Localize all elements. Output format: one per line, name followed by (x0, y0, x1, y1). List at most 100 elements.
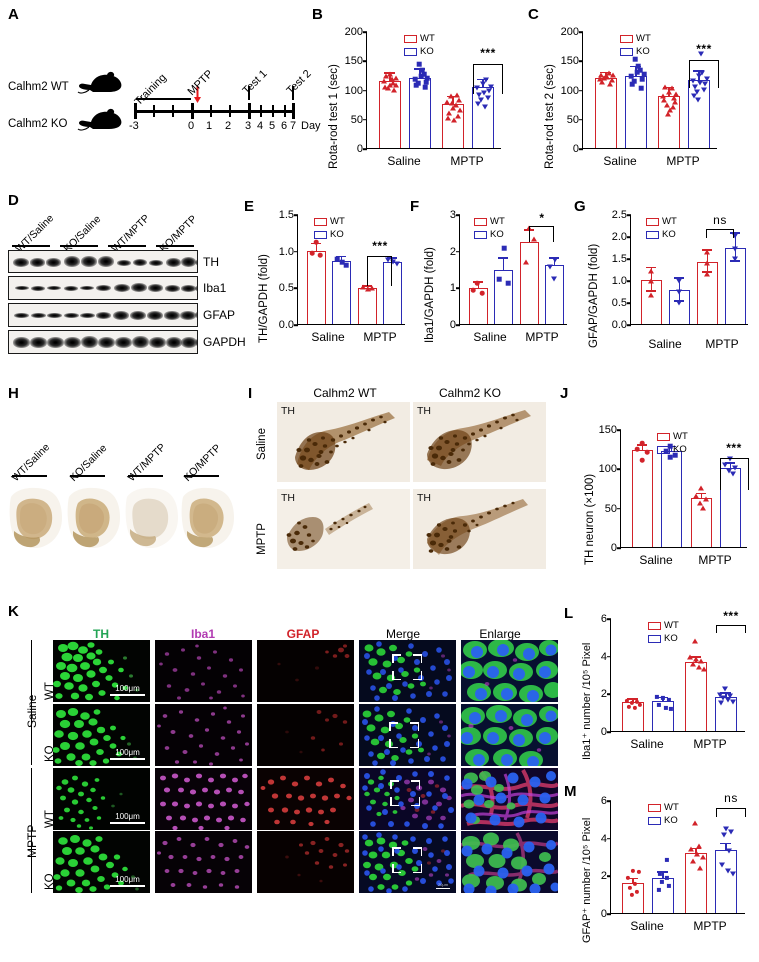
y-tick-label: 100 (344, 84, 363, 97)
data-point (726, 848, 732, 854)
y-tick-label: 0 (600, 908, 607, 920)
data-point (385, 257, 391, 263)
legend-label-wt: WT (664, 620, 679, 631)
error-bar (706, 261, 709, 273)
y-tick-label: 100 (598, 463, 617, 476)
timeline-tick-label: 2 (225, 120, 232, 132)
data-point (690, 661, 696, 667)
if-image-gfap-saline-ko (257, 704, 354, 766)
y-tick-mark (607, 837, 611, 840)
x-category-label: Saline (311, 330, 345, 344)
legend-swatch-ko (646, 230, 659, 239)
data-point (704, 271, 710, 277)
data-point (671, 95, 677, 101)
significance-bracket-l (716, 625, 746, 633)
if-image-enlarge-saline-ko (461, 704, 558, 766)
panel-letter-e: E (244, 198, 255, 215)
data-point (641, 71, 647, 77)
data-point (453, 102, 459, 108)
y-tick-mark (456, 250, 460, 253)
panel-letter-k: K (8, 603, 19, 620)
data-point (696, 73, 702, 79)
chart-panel-c: Rota-rod test 2 (sec) 200 150 100 50 0 (528, 6, 728, 181)
legend-l: WT KO (648, 620, 679, 646)
data-point (444, 99, 450, 105)
data-point (661, 97, 667, 103)
data-point (703, 496, 709, 502)
scale-bar-th: 100μm (110, 813, 145, 824)
y-tick-label: 1.5 (611, 253, 627, 265)
data-point (644, 449, 650, 455)
slice-label-2: WT/MPTP (125, 441, 169, 484)
y-axis-label-f: Iba1/GAPDH (fold) (424, 247, 436, 343)
x-category-label: Saline (630, 737, 664, 751)
legend-label-ko: KO (420, 45, 434, 57)
timeline-axis-line (134, 110, 294, 113)
data-point (610, 72, 616, 78)
x-category-label: MPTP (450, 154, 484, 168)
if-image-th-mptp-wt: 100μm (53, 768, 150, 830)
plot-area-m: 6 4 2 0 (601, 795, 745, 920)
data-point (648, 292, 654, 298)
legend-swatch-wt (474, 217, 487, 226)
y-tick-label: 0 (356, 143, 363, 155)
data-point (636, 869, 642, 875)
error-bar (632, 699, 634, 702)
significance-bracket-e (367, 256, 392, 286)
error-cap (696, 492, 706, 495)
legend-label-wt: WT (662, 216, 677, 227)
data-point (676, 289, 682, 295)
timeline-tick (248, 103, 251, 119)
data-point (694, 89, 700, 95)
data-point (423, 79, 429, 85)
error-bar (695, 849, 697, 854)
significance-label-b: *** (480, 46, 496, 60)
data-point (700, 505, 706, 511)
panel-letter-b: B (312, 6, 323, 23)
data-point (369, 285, 375, 291)
timeline-tick (284, 105, 287, 117)
error-cap (630, 65, 641, 68)
y-tick-label: 0 (610, 542, 617, 554)
data-point (365, 286, 371, 292)
data-point (551, 276, 557, 282)
data-point (416, 61, 422, 67)
data-point (631, 78, 637, 84)
data-point (599, 79, 605, 85)
x-category-label: MPTP (693, 919, 727, 933)
error-bar (734, 233, 737, 248)
saline-group-bracket (31, 640, 33, 765)
data-point (696, 664, 702, 670)
timeline-event-training: Training (132, 71, 169, 108)
error-cap (730, 232, 740, 234)
error-cap (663, 86, 674, 89)
data-point (639, 76, 645, 82)
error-cap (690, 847, 701, 849)
data-point (654, 694, 660, 700)
if-image-enlarge-saline-wt (461, 640, 558, 702)
error-cap (657, 871, 668, 873)
legend-swatch-ko (404, 47, 417, 56)
data-point (478, 97, 484, 103)
if-image-merge-saline-ko (359, 704, 456, 766)
y-tick-label: 0.5 (611, 297, 627, 309)
y-tick-label: 100 (560, 84, 579, 97)
y-tick-mark (363, 31, 367, 33)
x-category-label: MPTP (693, 737, 727, 751)
bar-wt-saline (595, 77, 617, 148)
bar-wt-mptp (685, 853, 707, 913)
data-point (457, 107, 463, 113)
data-point (448, 93, 454, 99)
y-tick-label: 1.5 (278, 209, 294, 221)
x-category-label: Saline (387, 154, 421, 168)
y-tick-label: 0.5 (278, 282, 294, 295)
data-point (638, 85, 644, 91)
x-category-label: MPTP (525, 330, 559, 344)
panel-letter-i: I (248, 385, 253, 402)
data-point (483, 77, 489, 83)
data-point (667, 107, 673, 113)
data-point (663, 705, 669, 711)
panel-k-group-label-mptp: MPTP (25, 824, 39, 858)
significance-bracket-f (529, 226, 554, 242)
if-image-merge-saline-wt (359, 640, 456, 702)
